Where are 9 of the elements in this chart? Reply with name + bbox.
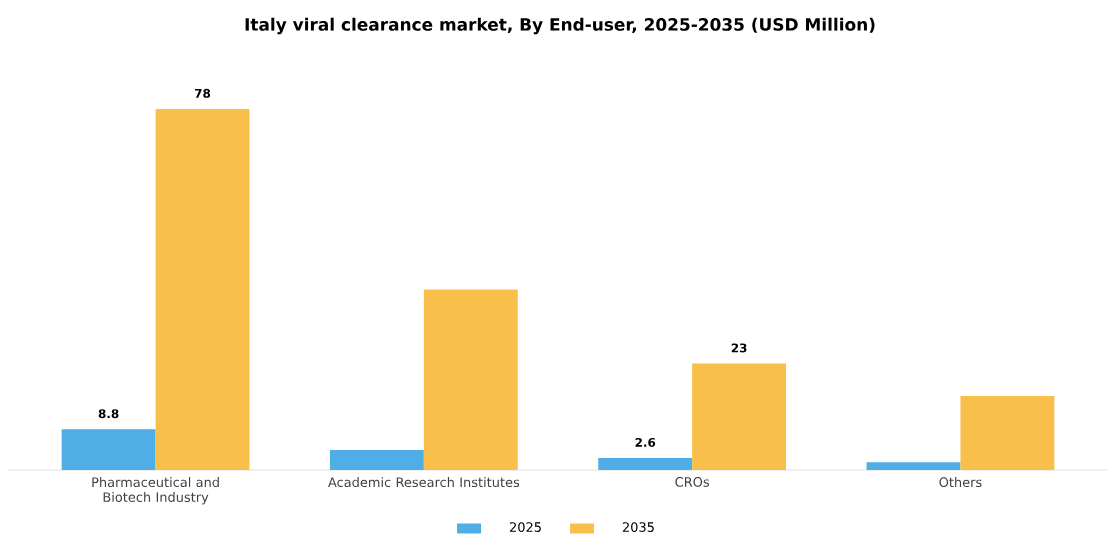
chart-title: Italy viral clearance market, By End-user, 2025-2035 (USD Million) bbox=[245, 17, 875, 35]
bar bbox=[155, 108, 250, 470]
bar bbox=[960, 395, 1055, 470]
bar bbox=[61, 429, 156, 470]
bar bbox=[598, 457, 693, 470]
bar bbox=[866, 462, 961, 470]
bar bbox=[423, 289, 518, 470]
bar bbox=[329, 450, 424, 470]
bar bbox=[692, 363, 787, 470]
